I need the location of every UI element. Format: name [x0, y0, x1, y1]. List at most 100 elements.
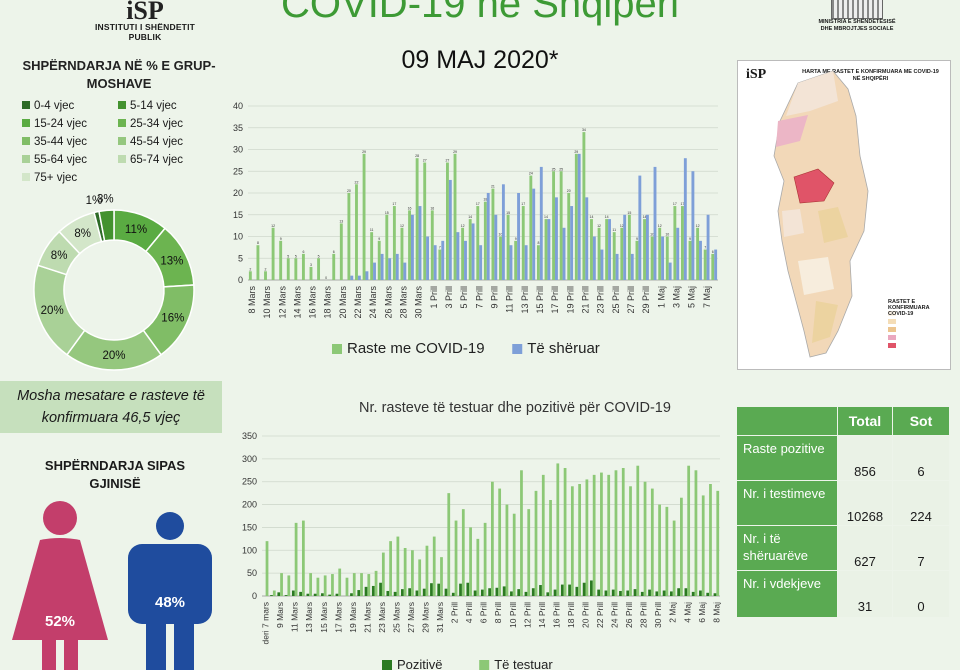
bar [582, 132, 586, 280]
bar [469, 527, 472, 596]
bar [562, 227, 566, 280]
bar-value-label: 0 [325, 276, 327, 280]
x-tick-label: 28 Mars [399, 286, 409, 319]
bar [560, 584, 564, 596]
donut-label: 8% [51, 250, 68, 262]
bar [668, 262, 672, 280]
bar [521, 206, 525, 280]
bar-value-label: 10 [665, 233, 669, 237]
legend-swatch [118, 137, 126, 145]
ministry-building-icon [831, 0, 883, 19]
x-tick-label: 29 Prill [641, 286, 651, 314]
bar-value-label: 9 [378, 237, 380, 241]
bar [377, 240, 381, 280]
legend-swatch [22, 119, 30, 127]
summary-table: Total Sot Raste pozitive 856 6 Nr. i tes… [737, 407, 949, 617]
bar [486, 193, 490, 280]
bar [611, 589, 615, 596]
bar [403, 262, 407, 280]
daily-tests-chart: 0 50 100 150 200 250 300 350 deri 7 mars 9 Mars 11… [242, 431, 721, 670]
bar [461, 227, 465, 280]
y-tick-label: 5 [238, 253, 243, 263]
bar [706, 214, 710, 280]
y-tick-label: 100 [242, 545, 257, 555]
bar [713, 593, 717, 596]
x-tick-label: 15 Prill [535, 286, 545, 314]
bar [506, 214, 510, 280]
institute-name: INSTITUTI I SHËNDETIT PUBLIK [94, 22, 196, 42]
bar [291, 590, 295, 596]
x-tick-label: 16 Prill [551, 602, 561, 628]
ministry-logo: MINISTRIA E SHËNDETËSISË DHE MBROJTJES S… [812, 0, 902, 44]
bar [287, 575, 291, 596]
bar-value-label: 2 [249, 267, 251, 271]
bar [317, 258, 321, 280]
x-tick-label: 22 Mars [353, 286, 363, 319]
bar-value-label: 9 [689, 237, 691, 241]
bar [590, 580, 593, 596]
x-tick-label: deri 7 mars [261, 602, 271, 645]
bar-value-label: 12 [620, 224, 624, 228]
row-today-tests: 224 [893, 481, 949, 525]
bar [410, 214, 414, 280]
x-tick-label: 31 Mars [435, 602, 445, 633]
bar-value-label: 12 [271, 224, 275, 228]
row-today-recovered: 7 [893, 526, 949, 570]
bar [532, 188, 536, 280]
bar [517, 193, 520, 280]
bar [676, 227, 680, 280]
bar [669, 591, 673, 596]
legend-label: 45-54 vjec [130, 136, 184, 148]
bar [555, 197, 558, 280]
bar [448, 179, 452, 280]
page-title: COVID-19 në Shqipëri [281, 0, 679, 26]
bar [438, 249, 442, 280]
bar-value-label: 14 [643, 215, 647, 219]
bar [301, 253, 305, 280]
row-label-positive: Raste pozitive [737, 436, 837, 480]
bar-value-label: 3 [310, 263, 312, 267]
bar [527, 509, 531, 596]
bar-value-label: 14 [544, 215, 548, 219]
donut-label: 8% [74, 228, 91, 240]
bar [277, 592, 281, 596]
legend-label: 75+ vjec [34, 172, 78, 184]
x-tick-label: 19 Mars [348, 602, 358, 633]
y-tick-label: 40 [233, 101, 243, 111]
y-tick-label: 200 [242, 500, 257, 510]
legend-swatch [22, 137, 30, 145]
bar [621, 468, 625, 596]
bar-value-label: 29 [574, 150, 578, 154]
bar [711, 253, 715, 280]
bar-value-label: 11 [370, 228, 374, 232]
bar [709, 484, 712, 596]
bar-value-label: 14 [468, 215, 472, 219]
donut-label: 1% [86, 195, 103, 207]
x-tick-label: 15 Mars [319, 602, 329, 633]
bar [339, 223, 343, 280]
table-header-today: Sot [893, 407, 949, 435]
x-tick-label: 9 Prill [490, 286, 500, 309]
legend-swatch [118, 101, 126, 109]
bar-value-label: 20 [347, 189, 351, 193]
x-tick-label: 30 Prill [653, 602, 663, 628]
bar [408, 588, 412, 596]
x-tick-label: 12 Prill [522, 602, 532, 628]
albania-map-shape [773, 70, 896, 358]
bar [662, 590, 666, 596]
x-tick-label: 23 Prill [596, 286, 606, 314]
y-tick-label: 350 [242, 431, 257, 441]
legend-label: 15-24 vjec [34, 118, 88, 130]
bar [494, 214, 498, 280]
bar [524, 245, 528, 280]
x-tick-label: 3 Prill [444, 286, 454, 309]
bar [665, 236, 669, 280]
bar [714, 249, 718, 280]
bar [468, 219, 472, 280]
bar [350, 275, 354, 280]
bar [380, 253, 384, 280]
bar [648, 589, 651, 596]
legend-label: Pozitivë [397, 657, 443, 670]
legend-label: 55-64 vjec [34, 154, 88, 166]
